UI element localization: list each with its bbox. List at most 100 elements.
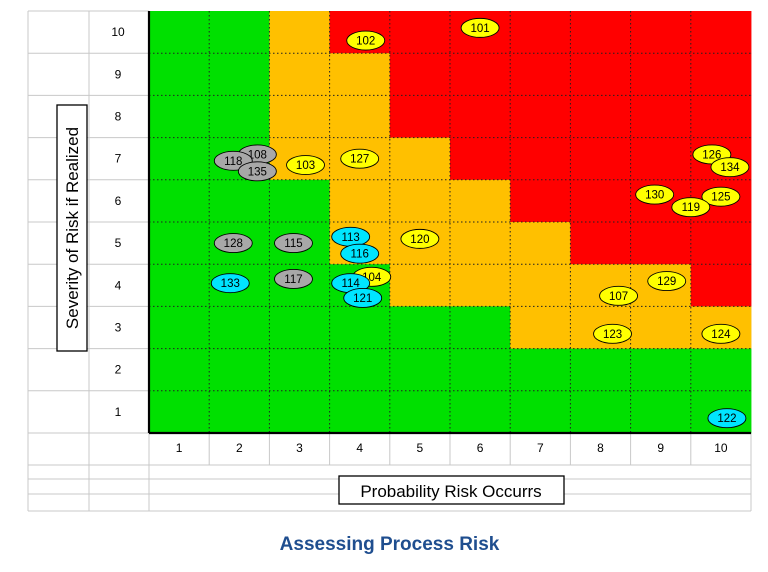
risk-marker: 114 — [331, 273, 371, 294]
y-tick-label: 9 — [115, 67, 122, 81]
risk-cell — [389, 11, 451, 54]
risk-cell — [510, 179, 571, 223]
risk-cell — [510, 95, 571, 138]
risk-marker-ellipse — [340, 148, 380, 169]
risk-marker-label: 102 — [356, 36, 375, 48]
risk-marker: 122 — [707, 408, 747, 429]
risk-marker: 119 — [671, 197, 711, 218]
risk-marker: 115 — [274, 233, 313, 254]
risk-marker: 133 — [210, 273, 250, 294]
risk-cell — [450, 179, 511, 223]
risk-marker-label: 129 — [657, 276, 676, 288]
risk-marker-label: 122 — [717, 413, 736, 425]
x-axis-label: Probability Risk Occurrs — [360, 482, 541, 501]
x-tick-label: 4 — [356, 441, 363, 455]
risk-marker-label: 130 — [645, 190, 664, 202]
risk-cell — [510, 53, 571, 96]
risk-marker: 102 — [346, 30, 386, 51]
risk-cell — [510, 137, 571, 181]
risk-cell — [389, 95, 451, 138]
risk-marker-label: 128 — [224, 238, 243, 250]
risk-marker-label: 127 — [350, 154, 369, 166]
risk-marker-ellipse — [701, 323, 741, 344]
risk-marker-label: 107 — [609, 291, 628, 303]
risk-marker-ellipse — [340, 243, 380, 264]
risk-cell — [570, 222, 631, 265]
risk-marker: 123 — [593, 323, 632, 344]
risk-cell — [149, 179, 210, 223]
risk-marker-label: 116 — [351, 249, 369, 261]
risk-marker-label: 119 — [682, 202, 700, 214]
risk-cell — [329, 390, 391, 434]
risk-cell — [450, 53, 511, 96]
risk-marker-ellipse — [460, 17, 500, 38]
risk-cell — [630, 53, 692, 96]
risk-cell — [570, 11, 631, 54]
risk-marker-ellipse — [671, 197, 711, 218]
risk-marker-ellipse — [701, 186, 741, 207]
risk-cell — [450, 348, 511, 392]
risk-marker-ellipse — [346, 30, 386, 51]
risk-marker-label: 121 — [353, 293, 372, 305]
x-tick-label: 6 — [477, 441, 484, 455]
risk-marker: 101 — [460, 17, 500, 38]
y-tick-label: 2 — [115, 363, 122, 377]
risk-cell — [269, 11, 330, 54]
risk-marker-ellipse — [210, 273, 250, 294]
risk-cell — [329, 348, 391, 392]
risk-marker-label: 118 — [224, 156, 242, 168]
risk-cell — [450, 306, 511, 349]
risk-cell — [570, 53, 631, 96]
risk-marker: 129 — [647, 271, 687, 292]
x-tick-label: 8 — [597, 441, 604, 455]
risk-cell — [329, 306, 391, 349]
risk-cell — [269, 179, 330, 223]
x-axis-title: Probability Risk Occurrs — [338, 475, 565, 505]
risk-marker-ellipse — [286, 155, 325, 175]
risk-marker: 124 — [701, 323, 741, 344]
risk-cell — [329, 53, 391, 96]
y-tick-label: 5 — [115, 236, 122, 250]
risk-marker: 120 — [400, 228, 440, 249]
risk-cell — [389, 53, 451, 96]
risk-marker-label: 134 — [720, 162, 740, 174]
risk-cell — [510, 390, 571, 434]
risk-cell — [329, 179, 391, 223]
risk-cell — [510, 306, 571, 349]
risk-cell — [630, 11, 692, 54]
risk-cell — [690, 53, 752, 96]
risk-marker-label: 114 — [341, 278, 360, 290]
risk-cell — [149, 95, 210, 138]
risk-marker-ellipse — [647, 271, 687, 292]
risk-cell — [630, 137, 692, 181]
risk-marker: 103 — [286, 155, 325, 175]
risk-cell — [630, 348, 692, 392]
x-tick-label: 1 — [176, 441, 183, 455]
y-tick-label: 8 — [115, 110, 122, 124]
x-tick-label: 3 — [296, 441, 303, 455]
risk-marker: 104 — [352, 266, 392, 287]
risk-cell — [269, 53, 330, 96]
risk-marker: 107 — [599, 285, 639, 306]
risk-marker-label: 113 — [341, 232, 359, 244]
risk-cell — [690, 11, 752, 54]
chart-caption: Assessing Process Risk — [279, 534, 500, 555]
risk-marker-ellipse — [707, 408, 747, 429]
axis-lines — [147, 11, 751, 435]
risk-cell — [389, 264, 451, 307]
risk-cell — [630, 390, 692, 434]
x-tick-label: 9 — [657, 441, 664, 455]
risk-marker-label: 125 — [711, 192, 730, 204]
risk-marker-ellipse — [593, 323, 632, 344]
y-tick-labels: 1 2 3 4 5 6 7 8 9 10 — [111, 25, 125, 419]
risk-cell — [690, 348, 752, 392]
risk-marker: 116 — [340, 243, 380, 264]
risk-cell — [209, 179, 270, 223]
x-tick-label: 2 — [236, 441, 243, 455]
risk-cell — [209, 306, 270, 349]
risk-cell — [450, 222, 511, 265]
risk-cell — [149, 53, 210, 96]
risk-cell — [450, 137, 511, 181]
risk-cell — [389, 179, 451, 223]
